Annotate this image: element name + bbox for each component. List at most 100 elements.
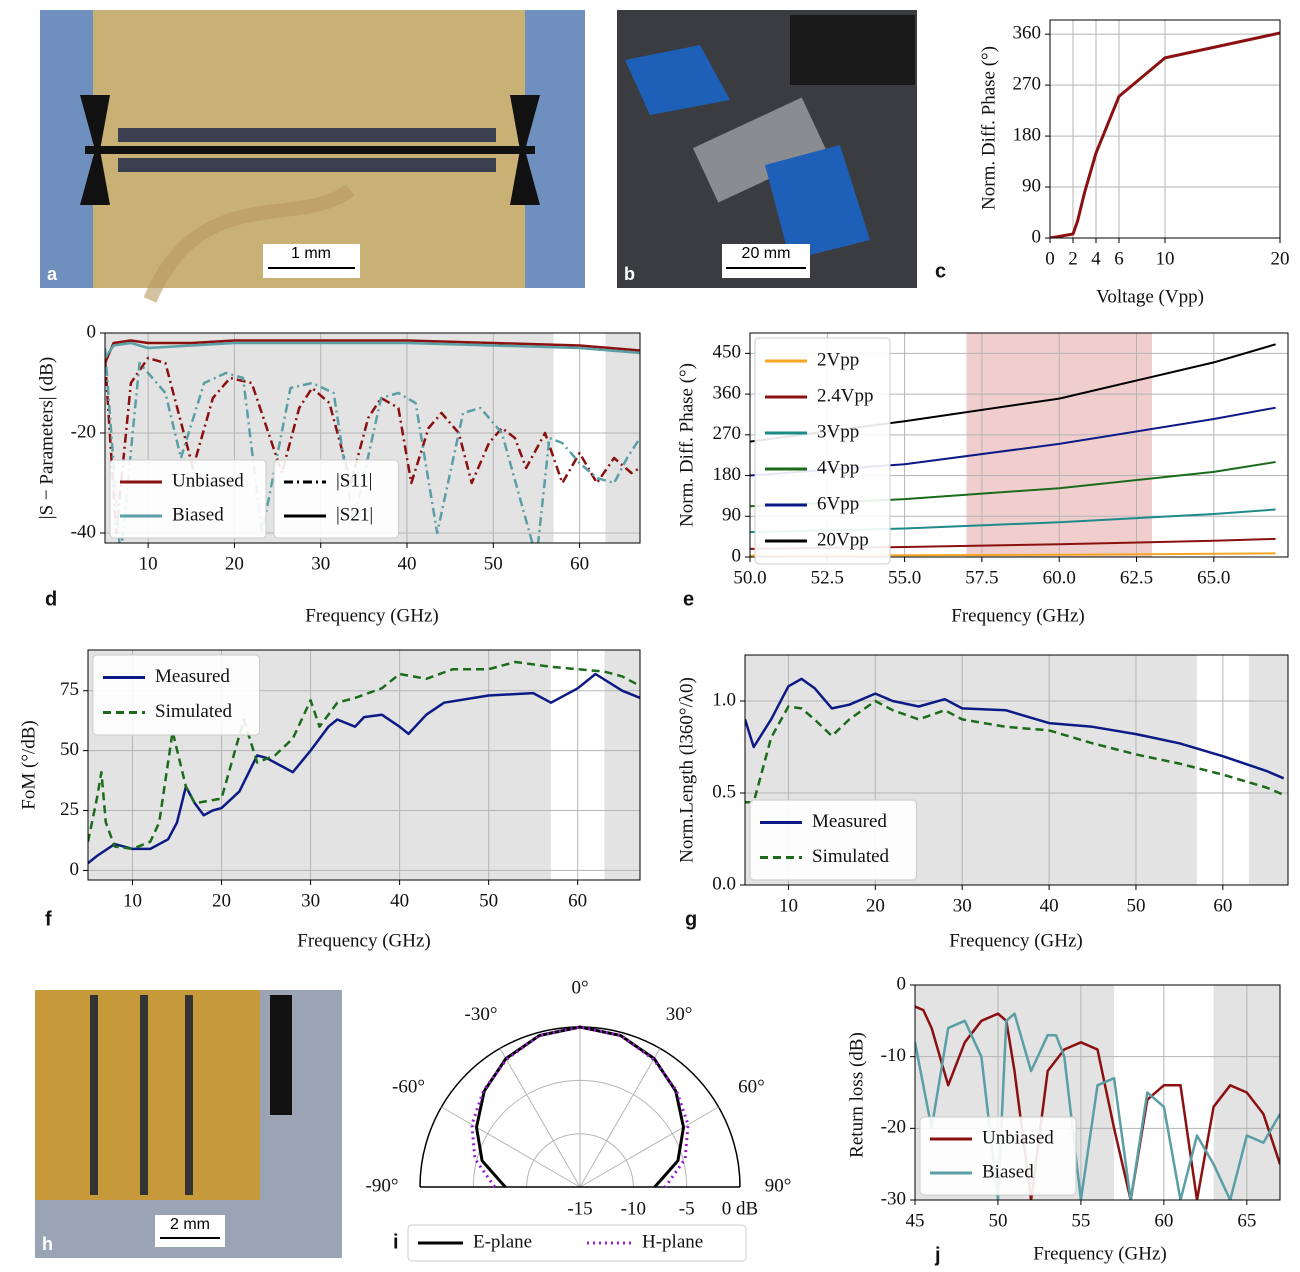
x-tick-label: 65.0 (1197, 567, 1230, 588)
legend-label: Unbiased (172, 470, 244, 491)
x-tick-label: 57.5 (965, 567, 998, 588)
photo-h: 2 mm h (35, 990, 342, 1258)
y-tick-label: 360 (713, 382, 742, 403)
panel-letter: j (934, 1244, 941, 1266)
panel-letter: e (683, 588, 694, 610)
y-tick-label: 0 (1032, 226, 1042, 247)
y-tick-label: 1.0 (712, 689, 736, 710)
legend-label: 2Vpp (817, 349, 859, 370)
scale-label: 20 mm (742, 245, 791, 262)
y-tick-label: 90 (722, 505, 741, 526)
shaded-band (605, 333, 640, 543)
y-tick-label: -30 (881, 1188, 906, 1209)
x-tick-label: 20 (866, 895, 885, 916)
y-tick-label: 0 (87, 321, 97, 342)
line (85, 146, 535, 154)
y-axis-label: Norm. Diff. Phase (°) (676, 363, 697, 527)
x-tick-label: 60 (1154, 1210, 1173, 1231)
legend-label: Measured (812, 811, 887, 832)
x-tick-label: 50 (479, 890, 498, 911)
theta-tick-label: 60° (738, 1076, 765, 1097)
line (185, 995, 193, 1195)
x-axis-label: Frequency (GHz) (305, 605, 438, 626)
legend-label: H-plane (642, 1231, 703, 1252)
r-tick-label: -15 (567, 1198, 592, 1219)
x-tick-label: 2 (1068, 248, 1078, 269)
grid-line (580, 1107, 719, 1187)
r-tick-label: -10 (621, 1198, 646, 1219)
cells (118, 128, 496, 142)
x-tick-label: 10 (123, 890, 142, 911)
y-tick-label: 360 (1013, 23, 1042, 44)
x-tick-label: 50 (484, 553, 503, 574)
theta-tick-label: -30° (465, 1004, 498, 1025)
y-tick-label: 0 (732, 545, 742, 566)
y-tick-label: -10 (881, 1045, 906, 1066)
y-tick-label: 0.0 (712, 873, 736, 894)
y-tick-label: 50 (60, 739, 79, 760)
photo-a: 1 mm a (40, 10, 585, 300)
line (140, 995, 148, 1195)
y-axis-label: Return loss (dB) (846, 1032, 867, 1158)
y-tick-label: 25 (60, 799, 79, 820)
y-tick-label: 270 (713, 423, 742, 444)
x-tick-label: 60.0 (1043, 567, 1076, 588)
legend-label: Measured (155, 666, 230, 687)
x-tick-label: 55 (1071, 1210, 1090, 1231)
shaded-band (604, 650, 640, 880)
y-tick-label: -20 (71, 421, 96, 442)
photo-b: 20 mm b (617, 10, 917, 288)
x-tick-label: 60 (570, 553, 589, 574)
theta-tick-label: -60° (392, 1076, 425, 1097)
y-tick-label: 0 (70, 859, 80, 880)
y-axis-label: FoM (°/dB) (18, 720, 39, 809)
x-axis-label: Frequency (GHz) (949, 930, 1082, 951)
legend-label: |S21| (336, 504, 373, 525)
y-tick-label: 0.5 (712, 781, 736, 802)
legend-label: Biased (982, 1161, 1034, 1182)
y-tick-label: -20 (881, 1117, 906, 1138)
panel-letter: i (393, 1231, 399, 1253)
legend-label: 2.4Vpp (817, 385, 873, 406)
y-tick-label: -40 (71, 521, 96, 542)
legend-label: 6Vpp (817, 493, 859, 514)
x-tick-label: 0 (1045, 248, 1055, 269)
x-tick-label: 40 (1040, 895, 1059, 916)
x-tick-label: 10 (1156, 248, 1175, 269)
holder (790, 15, 915, 85)
x-tick-label: 10 (779, 895, 798, 916)
x-tick-label: 60 (1213, 895, 1232, 916)
figure: 1 mm a 20 mm b 2 mm h 024610200901802703… (0, 0, 1300, 1272)
r-tick-label: 0 dB (722, 1198, 758, 1219)
pad (270, 995, 292, 1115)
x-tick-label: 6 (1114, 248, 1124, 269)
x-tick-label: 20 (225, 553, 244, 574)
x-tick-label: 40 (390, 890, 409, 911)
legend-label: 4Vpp (817, 457, 859, 478)
theta-tick-label: 30° (666, 1004, 693, 1025)
theta-tick-label: -90° (366, 1175, 399, 1196)
x-tick-label: 20 (1271, 248, 1290, 269)
r-tick-label: -5 (679, 1198, 695, 1219)
line (90, 995, 98, 1195)
legend-label: Biased (172, 504, 224, 525)
panel-letter: b (624, 264, 635, 284)
cells (118, 158, 496, 172)
scale-label: 2 mm (170, 1216, 210, 1233)
x-axis-label: Frequency (GHz) (1033, 1243, 1166, 1264)
y-axis-label: Norm.Length (l360°/λ0) (676, 677, 697, 863)
x-tick-label: 4 (1091, 248, 1101, 269)
legend-label: Simulated (155, 701, 233, 722)
scale-label: 1 mm (291, 245, 331, 262)
x-tick-label: 62.5 (1120, 567, 1153, 588)
panel-letter: a (47, 264, 58, 284)
y-tick-label: 270 (1013, 73, 1042, 94)
legend-label: |S11| (336, 470, 372, 491)
panel-letter: h (42, 1234, 53, 1254)
panel-letter: f (45, 908, 52, 930)
y-tick-label: 450 (713, 342, 742, 363)
legend-label: 20Vpp (817, 529, 869, 550)
y-axis-label: Norm. Diff. Phase (°) (978, 46, 999, 210)
x-tick-label: 60 (568, 890, 587, 911)
x-tick-label: 10 (139, 553, 158, 574)
